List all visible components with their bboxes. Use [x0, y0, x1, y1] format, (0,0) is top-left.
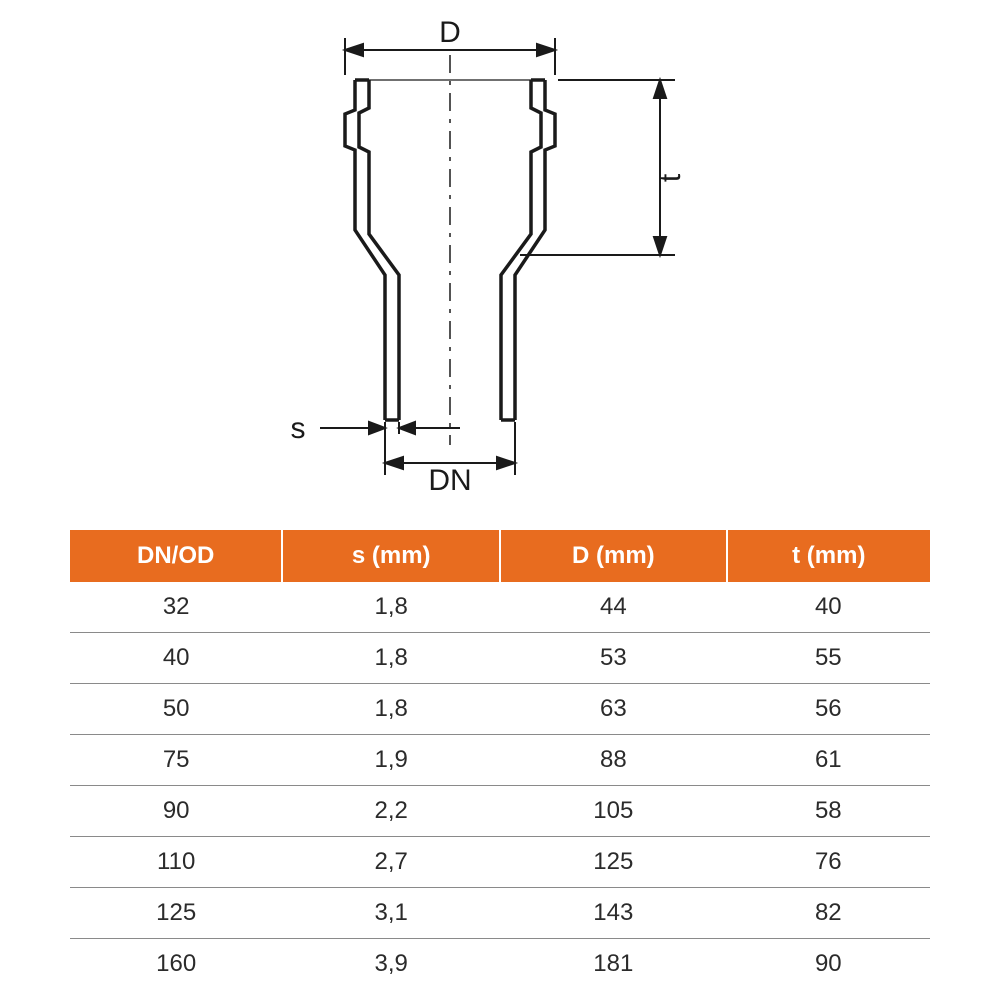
col-s: s (mm)	[282, 530, 500, 582]
table-body: 321,84440401,85355501,86356751,98861902,…	[70, 582, 930, 989]
table-cell: 40	[727, 582, 930, 633]
spec-table: DN/OD s (mm) D (mm) t (mm) 321,84440401,…	[70, 530, 930, 989]
col-dn-od: DN/OD	[70, 530, 282, 582]
table-cell: 88	[500, 735, 727, 786]
pipe-diagram: D t s	[160, 20, 840, 490]
table-cell: 90	[70, 786, 282, 837]
table-cell: 53	[500, 633, 727, 684]
table-cell: 90	[727, 939, 930, 990]
table-cell: 50	[70, 684, 282, 735]
table-row: 501,86356	[70, 684, 930, 735]
table-cell: 2,2	[282, 786, 500, 837]
table-cell: 40	[70, 633, 282, 684]
table-cell: 3,9	[282, 939, 500, 990]
table-cell: 58	[727, 786, 930, 837]
table-header: DN/OD s (mm) D (mm) t (mm)	[70, 530, 930, 582]
table-row: 401,85355	[70, 633, 930, 684]
table-cell: 61	[727, 735, 930, 786]
table-cell: 3,1	[282, 888, 500, 939]
table-cell: 1,8	[282, 582, 500, 633]
table-row: 321,84440	[70, 582, 930, 633]
label-t: t	[654, 173, 687, 182]
table-cell: 1,8	[282, 684, 500, 735]
table-cell: 2,7	[282, 837, 500, 888]
col-t: t (mm)	[727, 530, 930, 582]
table-cell: 1,9	[282, 735, 500, 786]
table-cell: 160	[70, 939, 282, 990]
table-cell: 125	[70, 888, 282, 939]
table-cell: 110	[70, 837, 282, 888]
label-DN: DN	[428, 464, 471, 490]
table-cell: 82	[727, 888, 930, 939]
table-row: 1102,712576	[70, 837, 930, 888]
table-row: 1603,918190	[70, 939, 930, 990]
table-cell: 125	[500, 837, 727, 888]
label-D: D	[439, 20, 461, 49]
table-cell: 32	[70, 582, 282, 633]
table-row: 1253,114382	[70, 888, 930, 939]
dim-s: s	[291, 412, 461, 445]
table-cell: 63	[500, 684, 727, 735]
table-cell: 181	[500, 939, 727, 990]
col-D: D (mm)	[500, 530, 727, 582]
table-cell: 1,8	[282, 633, 500, 684]
label-s: s	[291, 412, 306, 445]
table-cell: 44	[500, 582, 727, 633]
table-cell: 76	[727, 837, 930, 888]
table-cell: 56	[727, 684, 930, 735]
spec-table-container: DN/OD s (mm) D (mm) t (mm) 321,84440401,…	[70, 530, 930, 989]
table-cell: 105	[500, 786, 727, 837]
table-cell: 75	[70, 735, 282, 786]
dim-DN: DN	[385, 422, 515, 490]
table-cell: 143	[500, 888, 727, 939]
table-row: 902,210558	[70, 786, 930, 837]
pipe-svg: D t s	[160, 20, 840, 490]
table-cell: 55	[727, 633, 930, 684]
table-row: 751,98861	[70, 735, 930, 786]
